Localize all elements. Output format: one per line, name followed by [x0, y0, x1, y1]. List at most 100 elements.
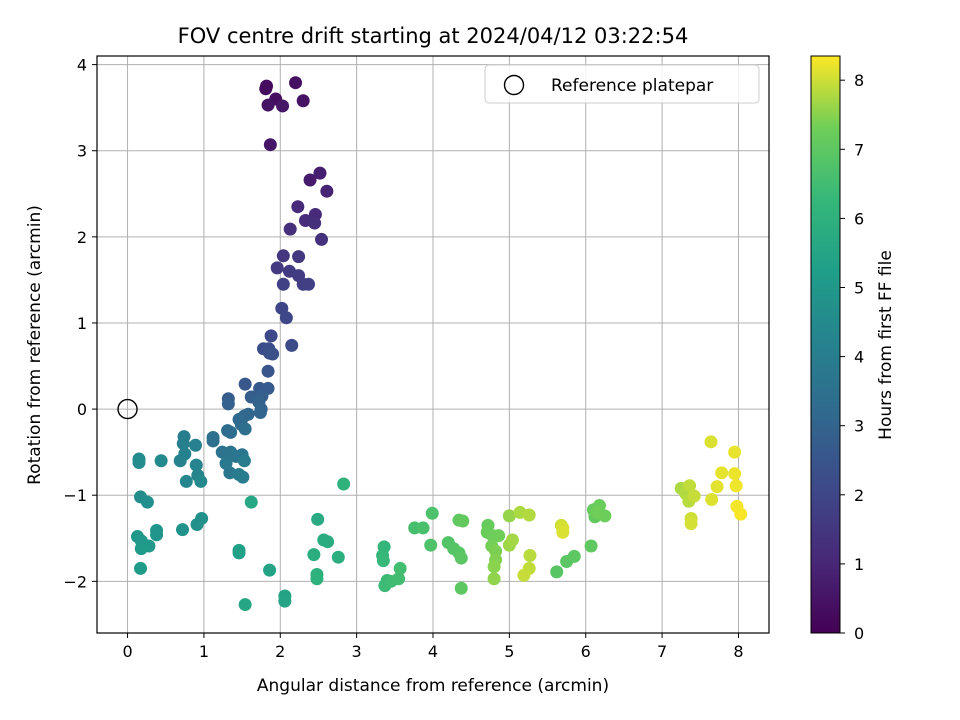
- y-tick-label: 2: [77, 228, 87, 247]
- data-point: [728, 467, 742, 481]
- legend-marker-reference: [503, 74, 525, 96]
- data-point: [310, 572, 324, 586]
- legend: Reference platepar: [484, 64, 760, 104]
- data-point: [704, 435, 718, 449]
- data-point: [237, 454, 251, 468]
- y-tick-label: 0: [77, 400, 87, 419]
- data-point: [261, 364, 275, 378]
- colorbar-tick-label: 4: [854, 348, 864, 367]
- x-tick-label: 6: [581, 642, 591, 661]
- data-point: [270, 261, 284, 275]
- data-point: [176, 523, 190, 537]
- data-point: [253, 406, 267, 420]
- data-point: [263, 138, 277, 152]
- data-point: [289, 76, 303, 90]
- data-point: [424, 538, 438, 552]
- data-point: [189, 438, 203, 452]
- data-point: [292, 250, 306, 264]
- data-point: [584, 539, 598, 553]
- data-point: [194, 474, 208, 488]
- data-point: [550, 565, 564, 579]
- data-point: [134, 561, 148, 575]
- data-point: [734, 507, 748, 521]
- y-tick-label: −1: [63, 486, 87, 505]
- data-point: [261, 98, 275, 112]
- data-point: [393, 561, 407, 575]
- colorbar-tick-label: 3: [854, 417, 864, 436]
- data-point: [224, 425, 238, 439]
- data-point: [221, 397, 235, 411]
- data-point: [307, 548, 321, 562]
- grid: [97, 56, 769, 633]
- x-tick-label: 5: [504, 642, 514, 661]
- x-tick-label: 3: [352, 642, 362, 661]
- data-point: [321, 535, 335, 549]
- data-point: [454, 551, 468, 565]
- data-point: [456, 514, 470, 528]
- colorbar-tick-label: 0: [854, 624, 864, 643]
- data-point: [263, 563, 277, 577]
- data-point: [705, 493, 719, 507]
- data-point: [291, 200, 305, 214]
- data-point: [206, 434, 220, 448]
- data-point: [492, 529, 506, 543]
- y-tick-label: 4: [77, 56, 87, 75]
- data-point: [259, 82, 273, 96]
- colorbar: [810, 55, 841, 634]
- legend-box: [484, 64, 760, 104]
- y-axis-label: Rotation from reference (arcmin): [25, 205, 45, 485]
- x-tick-label: 1: [199, 642, 209, 661]
- data-point: [276, 249, 290, 263]
- reference-platepar-marker: [117, 398, 138, 420]
- data-point: [285, 338, 299, 352]
- data-point: [302, 277, 316, 291]
- y-axis-ticks: −2 −1 0 1 2 3 4: [63, 56, 97, 591]
- data-point: [502, 509, 516, 523]
- data-point: [238, 377, 252, 391]
- data-point: [425, 506, 439, 520]
- data-point: [189, 458, 203, 472]
- data-point: [140, 495, 154, 509]
- x-tick-label: 4: [428, 642, 438, 661]
- data-point: [232, 543, 246, 557]
- data-points: [117, 76, 748, 612]
- data-point: [590, 505, 604, 519]
- colorbar-tick-label: 2: [854, 486, 864, 505]
- y-tick-label: 1: [77, 314, 87, 333]
- data-point: [454, 581, 468, 595]
- data-point: [276, 277, 290, 291]
- data-point: [132, 455, 146, 469]
- x-axis-label: Angular distance from reference (arcmin): [257, 676, 609, 696]
- data-point: [303, 173, 317, 187]
- data-point: [331, 550, 345, 564]
- data-point: [392, 572, 406, 586]
- data-point: [567, 549, 581, 563]
- data-point: [150, 528, 164, 542]
- data-point: [517, 568, 531, 582]
- data-point: [238, 422, 252, 436]
- data-point: [283, 222, 297, 236]
- legend-label-reference: Reference platepar: [551, 76, 713, 96]
- data-point: [238, 598, 252, 612]
- colorbar-ticks: 0 1 2 3 4 5 6 7 8: [840, 71, 864, 643]
- y-tick-label: 3: [77, 142, 87, 161]
- data-point: [276, 99, 290, 113]
- colorbar-tick-label: 8: [854, 71, 864, 90]
- data-point: [556, 525, 570, 539]
- data-point: [729, 479, 743, 493]
- chart-title: FOV centre drift starting at 2024/04/12 …: [178, 24, 689, 48]
- data-point: [728, 445, 742, 459]
- x-tick-label: 8: [733, 642, 743, 661]
- data-point: [487, 572, 501, 586]
- data-point: [176, 437, 190, 451]
- data-point: [315, 232, 329, 246]
- data-point: [684, 517, 698, 531]
- data-point: [219, 456, 233, 470]
- x-axis-ticks: 0 1 2 3 4 5 6 7 8: [122, 633, 744, 661]
- data-point: [266, 347, 280, 361]
- data-point: [311, 512, 325, 526]
- data-point: [313, 166, 327, 180]
- data-point: [522, 508, 536, 522]
- data-point: [190, 517, 204, 531]
